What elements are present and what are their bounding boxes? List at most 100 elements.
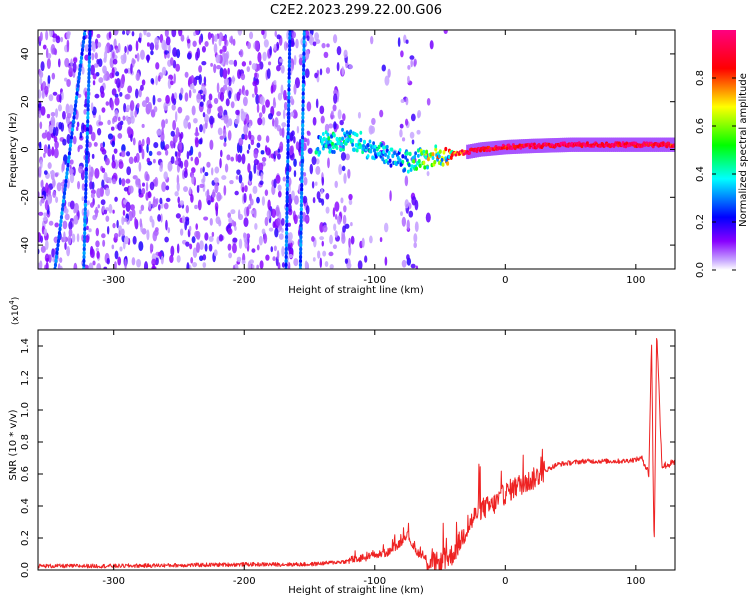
spectrogram-noise-blob — [121, 144, 126, 153]
spectrogram-trace-point — [401, 159, 405, 164]
spectrogram-noise-blob — [281, 262, 286, 268]
spectrogram-noise-blob — [192, 261, 198, 268]
spectrogram-noise-blob — [160, 255, 164, 265]
spectrogram-streak-point — [286, 143, 290, 149]
spectrogram-noise-blob — [43, 152, 46, 158]
spectrogram-noise-blob — [108, 31, 112, 39]
spectrogram-noise-blob — [339, 119, 344, 126]
spectrogram-noise-blob — [290, 145, 294, 155]
spectrogram-noise-blob — [185, 115, 190, 121]
spectrogram-noise-blob — [389, 190, 392, 202]
spectrogram-noise-blob — [92, 80, 96, 86]
spectrogram-noise-blob — [228, 59, 234, 65]
spectrogram-noise-blob — [215, 206, 219, 217]
spectrogram-noise-blob — [113, 30, 119, 36]
spectrogram-streak-point — [286, 158, 290, 164]
spectrogram-streak-point — [287, 67, 291, 73]
spectrogram-noise-blob — [157, 214, 162, 222]
spectrogram-noise-blob — [243, 217, 249, 228]
spectrogram-noise-blob — [246, 206, 250, 217]
spectrogram-noise-blob — [179, 200, 185, 206]
spectrogram-noise-blob — [103, 209, 108, 215]
spectrogram-noise-blob — [274, 206, 280, 217]
spectrogram-streak-point — [285, 194, 289, 200]
spectrogram-noise-blob — [46, 257, 49, 262]
spectrogram-streak-point — [285, 210, 289, 216]
spectrogram-noise-blob — [111, 178, 116, 185]
spectrogram-noise-blob — [105, 187, 111, 197]
spectrogram-streak-point — [285, 178, 290, 184]
spectrogram-noise-blob — [102, 141, 106, 148]
spectrogram-trace-point — [434, 144, 438, 149]
spectrogram-noise-blob — [84, 91, 88, 99]
spectrogram-streak-point — [301, 71, 306, 77]
spectrogram-noise-blob — [117, 116, 121, 122]
spectrogram-noise-blob — [345, 153, 350, 161]
spectrogram-noise-blob — [170, 143, 174, 149]
spectrogram-trace-point — [385, 144, 389, 149]
spectrogram-streak-point — [298, 258, 303, 264]
spectrogram-streak-point — [86, 123, 90, 129]
spectrogram-noise-blob — [202, 262, 207, 268]
spectrogram-trace-point — [425, 149, 429, 155]
spectrogram-noise-blob — [166, 53, 170, 59]
spectrogram-trace-point — [532, 142, 536, 146]
spectrogram-streak-point — [284, 266, 288, 269]
spectrogram-streak-point — [85, 147, 89, 152]
spectrogram-noise-blob — [138, 161, 142, 172]
spectrogram-streak-point — [59, 214, 64, 220]
spectrogram-trace-point — [369, 149, 373, 154]
spectrogram-noise-blob — [155, 197, 159, 205]
spectrogram-noise-blob — [304, 49, 310, 60]
spectrogram-noise-blob — [131, 31, 135, 37]
spectrogram-noise-blob — [223, 142, 227, 147]
spectrogram-streak-point — [72, 115, 76, 121]
spectrogram-noise-blob — [146, 157, 151, 163]
spectrogram-noise-blob — [73, 57, 78, 64]
spectrogram-noise-blob — [91, 153, 95, 159]
spectrogram-noise-blob — [211, 33, 215, 45]
spectrogram-noise-blob — [243, 192, 247, 203]
spectrogram-noise-blob — [54, 222, 59, 228]
spectrogram-noise-blob — [138, 241, 144, 252]
spectrogram-streak-point — [284, 250, 288, 256]
spectrogram-streak-point — [75, 87, 80, 93]
spectrogram-streak-point — [70, 127, 75, 133]
spectrogram-noise-blob — [261, 157, 267, 163]
spectrogram-noise-blob — [244, 133, 248, 141]
spectrogram-streak-point — [59, 218, 63, 224]
spectrogram-noise-blob — [141, 148, 145, 160]
spectrogram-streak-point — [287, 103, 291, 109]
spectrogram-noise-blob — [321, 240, 324, 247]
spectrogram-noise-blob — [237, 154, 242, 163]
spectrogram-noise-blob — [248, 130, 252, 140]
spectrogram-noise-blob — [143, 261, 149, 269]
spectrogram-streak-point — [79, 55, 84, 61]
snr-x-axis: -300 -200 -100 0 100 — [102, 330, 645, 587]
spectrogram-noise-blob — [149, 181, 155, 191]
spectrogram-noise-blob — [261, 104, 266, 115]
spectrogram-noise-blob — [332, 89, 338, 96]
spectrogram-noise-blob — [260, 150, 265, 155]
spectrogram-noise-blob — [139, 209, 142, 215]
spectrogram-noise-blob — [343, 173, 347, 184]
spectrogram-noise-blob — [443, 30, 448, 35]
spectrogram-noise-blob — [370, 35, 374, 45]
spectrogram-streak-point — [287, 79, 291, 85]
spectrogram-noise-blob — [81, 183, 85, 191]
spectrogram-noise-blob — [270, 246, 274, 253]
spectrogram-streak-point — [299, 214, 303, 220]
spectrogram-noise-blob — [171, 104, 176, 111]
spectrogram-noise-blob — [111, 67, 115, 78]
spectrogram-noise-blob — [397, 37, 401, 48]
spectrogram-noise-blob — [268, 227, 274, 232]
spectrogram-noise-blob — [312, 41, 317, 47]
spectrogram-streak-point — [66, 158, 71, 164]
spectrogram-noise-blob — [164, 30, 169, 38]
spectrogram-noise-blob — [346, 262, 352, 269]
spectrogram-noise-blob — [113, 261, 117, 269]
spectrogram-trace-point — [362, 143, 366, 149]
spectrogram-noise-blob — [157, 204, 161, 211]
spectrogram-noise-blob — [230, 156, 235, 162]
spectrogram-noise-blob — [204, 232, 209, 241]
